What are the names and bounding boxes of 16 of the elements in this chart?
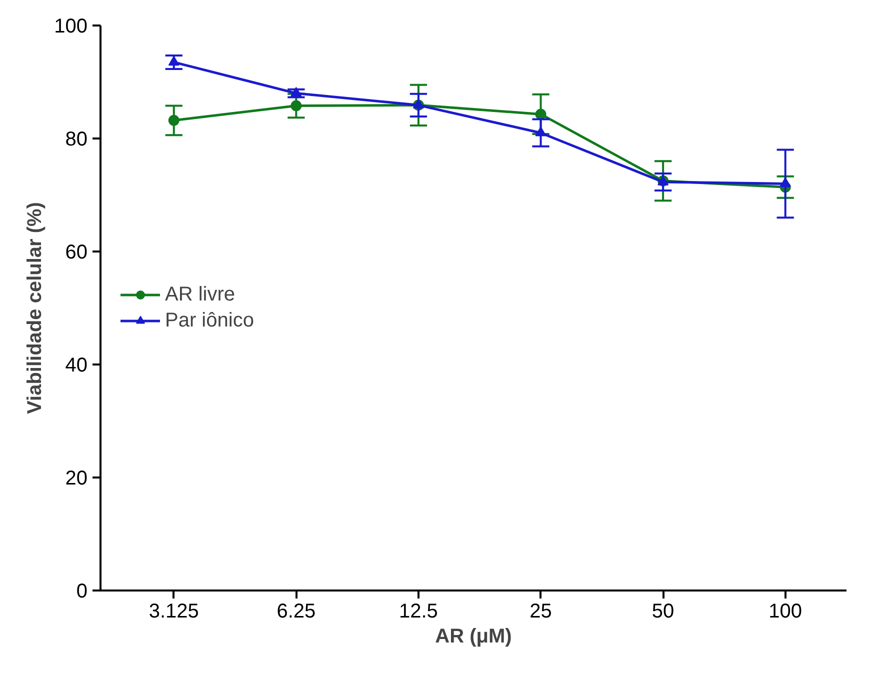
y-tick-label: 60 <box>65 242 88 264</box>
y-axis-title: Viabilidade celular (%) <box>24 202 46 414</box>
legend-label: AR livre <box>165 283 236 306</box>
x-tick-label: 25 <box>530 600 552 622</box>
x-tick-label: 12.5 <box>399 600 438 622</box>
x-tick-label: 50 <box>652 600 674 622</box>
legend-label: Par iônico <box>165 309 254 332</box>
y-tick-label: 80 <box>65 128 88 150</box>
y-tick-label: 0 <box>76 580 88 602</box>
x-tick-label: 6.25 <box>276 600 316 622</box>
x-tick-label: 100 <box>768 600 802 622</box>
x-tick-label: 3.125 <box>148 600 199 622</box>
y-tick-label: 20 <box>65 468 88 490</box>
y-tick-label: 100 <box>54 16 88 38</box>
y-tick-label: 40 <box>65 354 88 376</box>
x-axis-title: AR (μM) <box>435 626 512 648</box>
